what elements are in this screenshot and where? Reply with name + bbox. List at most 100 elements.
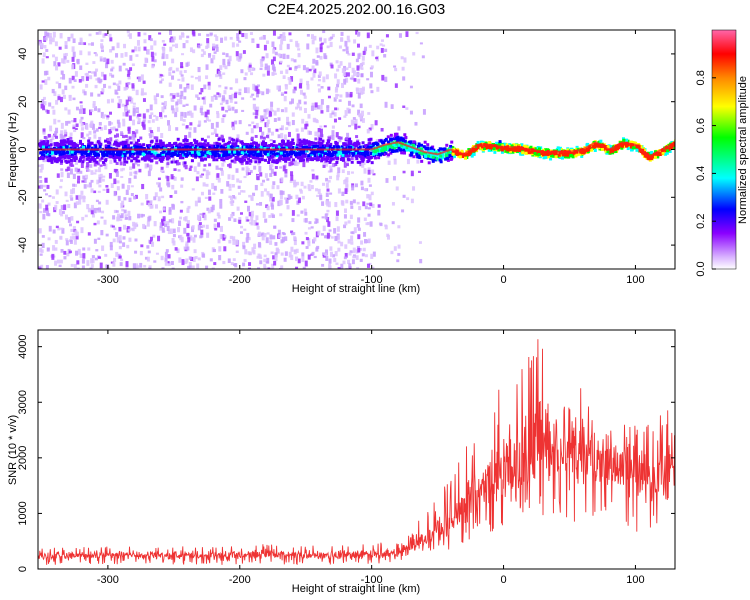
noise-cell xyxy=(181,77,185,82)
noise-cell xyxy=(193,249,197,254)
noise-cell xyxy=(216,113,220,119)
noise-cell xyxy=(244,33,248,39)
noise-cell xyxy=(98,201,102,205)
noise-cell xyxy=(369,71,373,78)
spectrogram-cell xyxy=(190,159,194,163)
spectrogram-cell xyxy=(329,157,333,161)
noise-cell xyxy=(304,150,308,155)
noise-cell xyxy=(310,77,314,81)
noise-cell xyxy=(270,59,274,65)
spectrogram-cell xyxy=(667,147,671,151)
spectrogram-cell xyxy=(73,158,77,162)
spectrogram-cell xyxy=(429,157,433,161)
spectrogram-cell xyxy=(167,144,171,148)
spectrogram-cell xyxy=(472,152,476,156)
noise-cell xyxy=(115,251,119,257)
spectrogram-cell xyxy=(130,159,134,163)
spectrogram-cell xyxy=(94,152,98,156)
spectrogram-cell xyxy=(622,138,626,142)
noise-cell xyxy=(355,58,359,63)
noise-cell xyxy=(220,170,224,176)
noise-cell xyxy=(313,106,317,110)
noise-cell xyxy=(317,230,321,236)
noise-cell xyxy=(151,56,155,62)
noise-cell xyxy=(195,94,199,97)
noise-cell xyxy=(98,126,102,129)
noise-cell xyxy=(80,132,84,139)
noise-cell xyxy=(135,54,139,57)
noise-cell xyxy=(76,260,80,265)
noise-cell xyxy=(81,265,85,269)
noise-cell xyxy=(266,40,270,44)
noise-cell xyxy=(231,42,235,48)
spectrogram-cell xyxy=(427,161,431,165)
noise-cell xyxy=(145,193,149,200)
noise-cell xyxy=(213,51,217,54)
spectrogram-cell xyxy=(285,150,289,154)
noise-cell xyxy=(322,254,326,258)
noise-cell xyxy=(337,64,341,69)
spectrogram-cell xyxy=(152,152,156,156)
noise-cell xyxy=(228,239,232,244)
noise-cell xyxy=(344,221,348,226)
spectrogram-cell xyxy=(389,147,393,151)
noise-cell xyxy=(237,139,241,143)
noise-cell xyxy=(410,198,414,204)
noise-cell xyxy=(200,229,204,235)
noise-cell xyxy=(61,228,65,234)
noise-cell xyxy=(84,214,88,218)
spectrogram-cell xyxy=(46,140,50,144)
noise-cell xyxy=(70,33,74,39)
noise-cell xyxy=(360,73,364,78)
spectrogram-cell xyxy=(418,151,422,155)
noise-cell xyxy=(83,42,87,46)
spectrogram-cell xyxy=(516,147,520,151)
noise-cell xyxy=(252,112,256,116)
noise-cell xyxy=(255,92,259,98)
noise-cell xyxy=(278,234,282,239)
noise-cell xyxy=(341,169,345,174)
noise-cell xyxy=(301,252,305,257)
noise-cell xyxy=(282,165,286,172)
noise-cell xyxy=(289,195,293,199)
noise-cell xyxy=(343,161,347,168)
noise-cell xyxy=(127,109,131,114)
noise-cell xyxy=(224,65,228,70)
noise-cell xyxy=(40,103,44,109)
spectrogram-cell xyxy=(183,138,187,142)
noise-cell xyxy=(113,257,117,262)
noise-cell xyxy=(406,197,410,201)
noise-cell xyxy=(54,131,58,136)
noise-cell xyxy=(275,128,279,132)
noise-cell xyxy=(73,79,77,82)
noise-cell xyxy=(266,119,270,125)
noise-cell xyxy=(341,68,345,73)
noise-cell xyxy=(349,77,353,80)
noise-cell xyxy=(180,177,184,181)
spectrogram-cell xyxy=(105,153,109,157)
noise-cell xyxy=(357,217,361,223)
noise-cell xyxy=(82,253,86,259)
noise-cell xyxy=(367,167,371,171)
spectrogram-cell xyxy=(259,149,263,153)
spectrogram-cell xyxy=(426,156,430,160)
noise-cell xyxy=(75,250,79,256)
spectrogram-cell xyxy=(556,154,560,158)
spectrogram-cell xyxy=(230,150,234,154)
noise-cell xyxy=(259,67,263,71)
spectrogram-cell xyxy=(310,151,314,155)
spectrogram-cell xyxy=(239,160,243,164)
noise-cell xyxy=(288,32,292,36)
spectrogram-cell xyxy=(256,151,260,155)
noise-cell xyxy=(218,246,222,252)
noise-cell xyxy=(326,45,330,49)
noise-cell xyxy=(61,135,65,140)
noise-cell xyxy=(335,93,339,99)
spectrogram-cell xyxy=(46,158,50,162)
noise-cell xyxy=(259,58,263,64)
noise-cell xyxy=(82,175,86,180)
spectrogram-cell xyxy=(75,144,79,148)
noise-cell xyxy=(305,67,309,73)
noise-cell xyxy=(93,207,97,214)
spectrogram-cell xyxy=(620,146,624,150)
